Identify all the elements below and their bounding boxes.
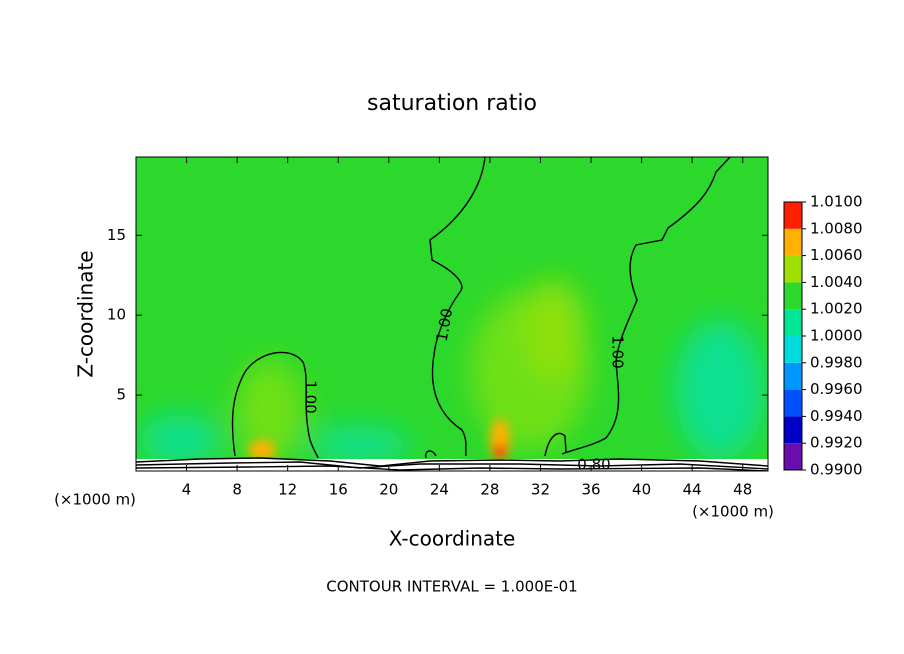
colorbar-label: 1.0040 [810, 273, 863, 291]
colorbar-label: 1.0000 [810, 327, 863, 345]
x-tick-label: 8 [232, 481, 242, 499]
colorbar-swatch [784, 416, 802, 444]
colorbar-label: 1.0020 [810, 300, 863, 318]
y-tick-label: 5 [116, 386, 126, 404]
colorbar-swatch [784, 443, 802, 470]
x-tick-label: 12 [278, 481, 297, 499]
colorbar-swatch [784, 202, 802, 229]
x-tick-label: 16 [329, 481, 348, 499]
x-tick-label: 32 [531, 481, 550, 499]
x-tick-label: 48 [733, 481, 752, 499]
colorbar-label: 0.9920 [810, 434, 863, 452]
y-tick-label: 10 [107, 306, 126, 324]
x-tick-label: 28 [480, 481, 499, 499]
colorbar-swatch [784, 228, 802, 256]
x-tick-label: 20 [379, 481, 398, 499]
contour-label: 1.00 [302, 380, 320, 413]
colorbar-swatch [784, 309, 802, 336]
contour-label: 1.00 [609, 335, 627, 368]
x-unit-label: (×1000 m) [54, 491, 136, 509]
colorbar-swatch [784, 362, 802, 390]
field [136, 157, 768, 471]
x-tick-label: 4 [182, 481, 192, 499]
contour-label: 1.00 [433, 307, 457, 343]
colorbar-label: 0.9980 [810, 353, 863, 371]
x-axis-label: X-coordinate [389, 527, 516, 551]
colorbar-swatch [784, 282, 802, 310]
colorbar-label: 0.9900 [810, 461, 863, 479]
plot-frame [135, 156, 769, 472]
x-tick-label: 24 [430, 481, 449, 499]
contour-label: 0.80 [577, 456, 610, 474]
colorbar-swatch [784, 336, 802, 363]
colorbar-label: 1.0060 [810, 246, 863, 264]
x-unit-label: (×1000 m) [692, 503, 774, 521]
footer: CONTOUR INTERVAL = 1.000E-01 [326, 578, 577, 596]
x-tick-label: 36 [581, 481, 600, 499]
y-tick-label: 15 [107, 226, 126, 244]
colorbar-swatch [784, 255, 802, 283]
x-tick-label: 44 [683, 481, 702, 499]
chart-title: saturation ratio [367, 91, 537, 116]
x-tick-label: 40 [632, 481, 651, 499]
colorbar-swatch [784, 389, 802, 417]
colorbar-label: 0.9960 [810, 380, 863, 398]
colorbar-label: 1.0080 [810, 219, 863, 237]
y-axis-label: Z-coordinate [74, 250, 98, 377]
colorbar-label: 0.9940 [810, 407, 863, 425]
colorbar-label: 1.0100 [810, 193, 863, 211]
